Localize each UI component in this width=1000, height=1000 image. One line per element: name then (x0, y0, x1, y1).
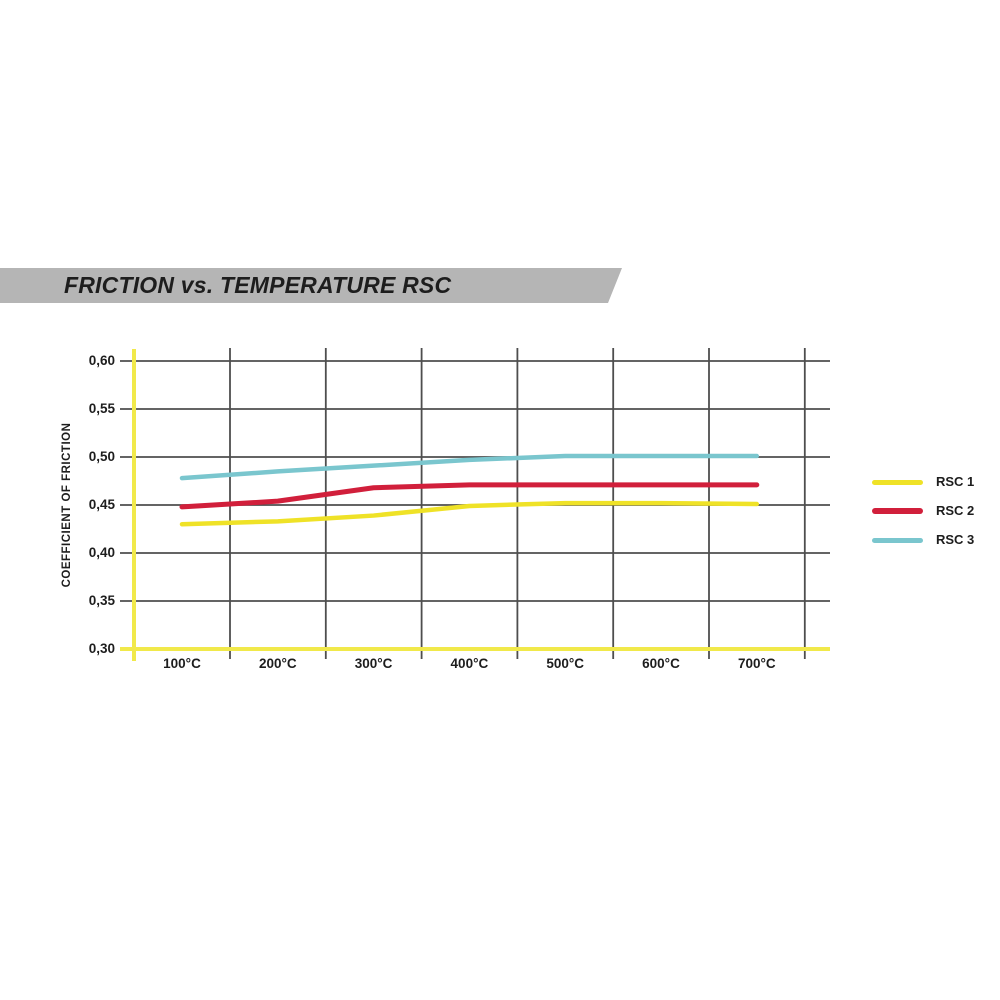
y-tick-label: 0,30 (88, 641, 115, 656)
y-tick-label: 0,40 (88, 545, 115, 560)
legend-swatch-rsc-3 (872, 537, 923, 543)
series-line-rsc-2 (179, 482, 760, 510)
y-tick-label: 0,55 (88, 401, 115, 416)
x-tick-label: 600°C (642, 656, 680, 671)
x-tick-label: 300°C (354, 656, 393, 671)
legend-swatch-rsc-2 (872, 508, 923, 514)
legend-label-rsc-1: RSC 1 (936, 474, 975, 489)
y-tick-label: 0,45 (88, 497, 115, 512)
x-tick-label: 700°C (737, 656, 776, 671)
series-line-rsc-1 (179, 500, 760, 527)
legend-label-rsc-3: RSC 3 (936, 532, 975, 547)
page-title: FRICTION vs. TEMPERATURE RSC (64, 272, 452, 298)
y-tick-label: 0,60 (88, 353, 115, 368)
header-banner: FRICTION vs. TEMPERATURE RSC (0, 268, 622, 303)
x-tick-label: 500°C (546, 656, 585, 671)
y-tick-label: 0,50 (88, 449, 115, 464)
series-line-rsc-3 (179, 453, 760, 481)
x-tick-label: 200°C (258, 656, 297, 671)
y-tick-label: 0,35 (88, 593, 115, 608)
x-tick-label: 400°C (450, 656, 489, 671)
x-tick-label: 100°C (163, 656, 201, 671)
legend-swatch-rsc-1 (872, 479, 923, 485)
legend-label-rsc-2: RSC 2 (936, 503, 975, 518)
